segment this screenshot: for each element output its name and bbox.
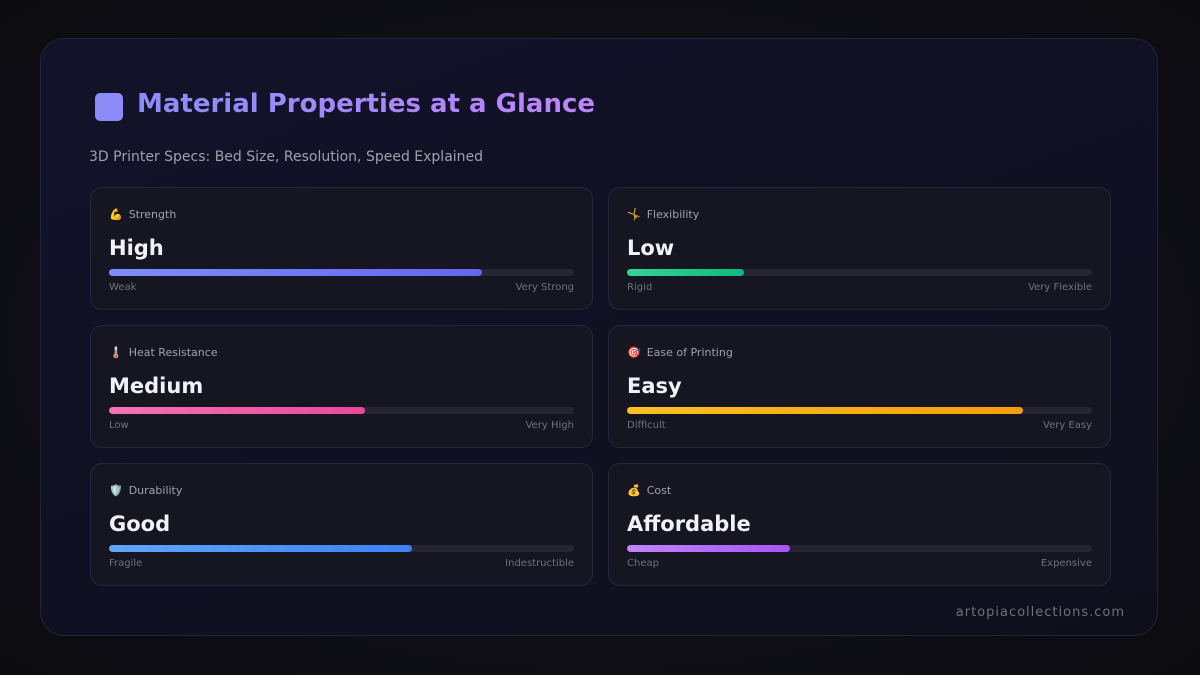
min-label: Rigid xyxy=(627,282,653,293)
min-label: Weak xyxy=(109,282,137,293)
bar-scale: Weak Very Strong xyxy=(109,282,574,293)
card-icon: 🎯 xyxy=(627,346,641,359)
bar-track xyxy=(109,269,574,276)
bar-fill xyxy=(627,407,1024,414)
bar-fill xyxy=(109,407,366,414)
card-label: Strength xyxy=(128,208,177,221)
card-icon: 💪 xyxy=(109,208,123,221)
card-label: Durability xyxy=(128,484,183,497)
card-label-row: 💰 Cost xyxy=(627,482,1092,498)
panel: Material Properties at a Glance 3D Print… xyxy=(40,38,1158,636)
property-card: 🎯 Ease of Printing Easy Difficult Very Easy xyxy=(608,325,1111,448)
min-label: Low xyxy=(109,420,129,431)
bar-fill xyxy=(627,545,791,552)
min-label: Cheap xyxy=(627,558,659,569)
card-label-row: 🤸 Flexibility xyxy=(627,206,1092,222)
bar-fill xyxy=(627,269,744,276)
max-label: Very Easy xyxy=(1043,420,1092,431)
card-rating: Affordable xyxy=(627,512,751,536)
card-label: Flexibility xyxy=(646,208,700,221)
property-card: 💪 Strength High Weak Very Strong xyxy=(90,187,593,310)
credit: artopiacollections.com xyxy=(955,605,1125,620)
card-label-row: 🌡️ Heat Resistance xyxy=(109,344,574,360)
card-label: Cost xyxy=(646,484,672,497)
bar-scale: Difficult Very Easy xyxy=(627,420,1092,431)
max-label: Expensive xyxy=(1040,558,1092,569)
bar-track xyxy=(109,545,574,552)
bar-track xyxy=(627,545,1092,552)
card-rating: High xyxy=(109,236,164,260)
bar-fill xyxy=(109,269,482,276)
card-label-row: 🎯 Ease of Printing xyxy=(627,344,1092,360)
bar-track xyxy=(627,407,1092,414)
property-card: 🤸 Flexibility Low Rigid Very Flexible xyxy=(608,187,1111,310)
card-label: Heat Resistance xyxy=(128,346,218,359)
bar-scale: Rigid Very Flexible xyxy=(627,282,1092,293)
card-rating: Low xyxy=(627,236,675,260)
bar-fill xyxy=(109,545,412,552)
property-card: 💰 Cost Affordable Cheap Expensive xyxy=(608,463,1111,586)
min-label: Fragile xyxy=(109,558,143,569)
card-icon: 🛡️ xyxy=(109,484,123,497)
card-label-row: 💪 Strength xyxy=(109,206,574,222)
card-rating: Medium xyxy=(109,374,204,398)
max-label: Very Strong xyxy=(515,282,574,293)
title: Material Properties at a Glance xyxy=(137,89,596,119)
bar-scale: Low Very High xyxy=(109,420,574,431)
card-rating: Good xyxy=(109,512,171,536)
bar-track xyxy=(109,407,574,414)
property-card: 🌡️ Heat Resistance Medium Low Very High xyxy=(90,325,593,448)
subtitle: 3D Printer Specs: Bed Size, Resolution, … xyxy=(89,149,484,165)
card-rating: Easy xyxy=(627,374,682,398)
bar-track xyxy=(627,269,1092,276)
bar-scale: Fragile Indestructible xyxy=(109,558,574,569)
max-label: Indestructible xyxy=(505,558,574,569)
max-label: Very Flexible xyxy=(1028,282,1092,293)
card-label: Ease of Printing xyxy=(646,346,733,359)
card-icon: 🌡️ xyxy=(109,346,123,359)
card-label-row: 🛡️ Durability xyxy=(109,482,574,498)
min-label: Difficult xyxy=(627,420,666,431)
bar-scale: Cheap Expensive xyxy=(627,558,1092,569)
card-grid: 💪 Strength High Weak Very Strong 🤸 Flexibility… xyxy=(90,187,1112,586)
title-icon xyxy=(95,93,123,121)
card-icon: 🤸 xyxy=(627,208,641,221)
property-card: 🛡️ Durability Good Fragile Indestructible xyxy=(90,463,593,586)
max-label: Very High xyxy=(525,420,574,431)
card-icon: 💰 xyxy=(627,484,641,497)
